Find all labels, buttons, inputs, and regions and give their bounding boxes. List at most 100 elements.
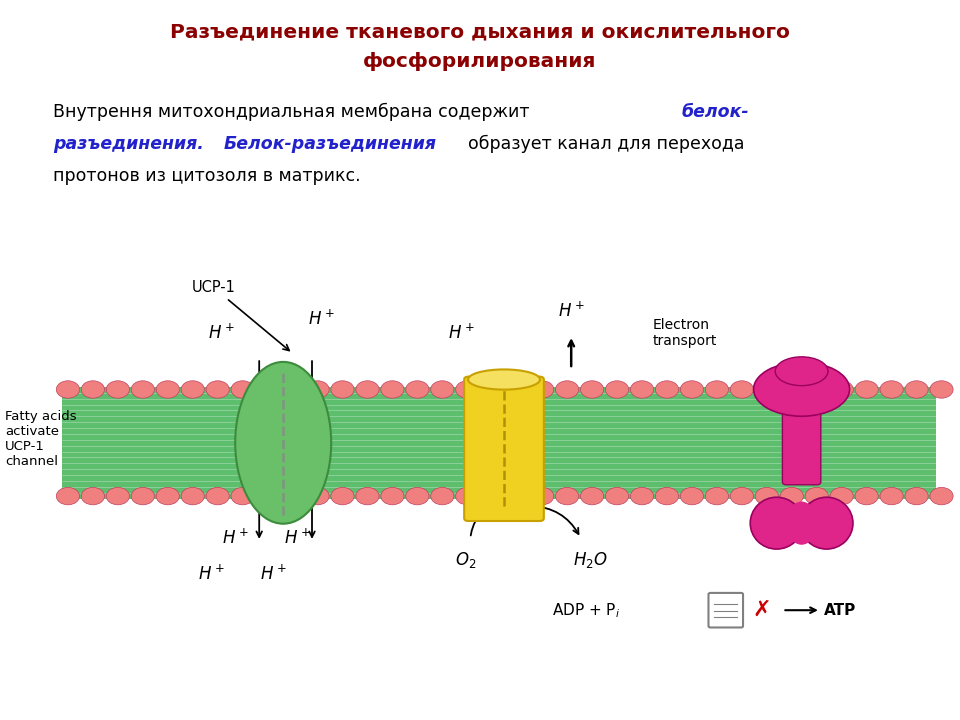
Circle shape	[456, 381, 479, 398]
Circle shape	[132, 487, 155, 505]
Circle shape	[406, 487, 429, 505]
Circle shape	[631, 381, 654, 398]
Circle shape	[830, 381, 853, 398]
Text: белок-: белок-	[682, 102, 749, 120]
Circle shape	[506, 487, 529, 505]
Text: $H^+$: $H^+$	[260, 564, 287, 584]
Text: образует канал для перехода: образует канал для перехода	[468, 135, 744, 153]
Circle shape	[481, 487, 504, 505]
Ellipse shape	[800, 498, 853, 549]
Circle shape	[756, 381, 779, 398]
Circle shape	[706, 381, 729, 398]
Ellipse shape	[754, 362, 850, 416]
Circle shape	[780, 381, 804, 398]
Circle shape	[156, 487, 180, 505]
Circle shape	[481, 381, 504, 398]
Circle shape	[406, 381, 429, 398]
Circle shape	[780, 487, 804, 505]
Text: $H^+$: $H^+$	[284, 528, 311, 548]
Circle shape	[57, 487, 80, 505]
Circle shape	[631, 487, 654, 505]
Circle shape	[805, 381, 828, 398]
Circle shape	[556, 487, 579, 505]
Text: Белок-разъединения: Белок-разъединения	[224, 135, 437, 153]
Circle shape	[181, 487, 204, 505]
Text: UCP-1: UCP-1	[192, 280, 289, 351]
Circle shape	[681, 487, 704, 505]
Circle shape	[556, 381, 579, 398]
Circle shape	[930, 487, 953, 505]
Text: $H^+$: $H^+$	[222, 528, 249, 548]
Text: $H^+$: $H^+$	[198, 564, 225, 584]
Text: $H_2O$: $H_2O$	[573, 550, 608, 570]
Circle shape	[880, 487, 903, 505]
Text: $H^+$: $H^+$	[558, 302, 585, 321]
Circle shape	[107, 381, 130, 398]
Ellipse shape	[786, 502, 817, 545]
Text: протонов из цитозоля в матрикс.: протонов из цитозоля в матрикс.	[53, 167, 360, 185]
Circle shape	[57, 381, 80, 398]
Circle shape	[855, 487, 878, 505]
Circle shape	[381, 487, 404, 505]
Circle shape	[132, 381, 155, 398]
Circle shape	[82, 487, 105, 505]
FancyBboxPatch shape	[708, 593, 743, 627]
Circle shape	[905, 381, 928, 398]
Text: фосфорилирования: фосфорилирования	[363, 52, 597, 71]
Ellipse shape	[235, 362, 331, 523]
Circle shape	[531, 487, 554, 505]
Text: $H^+$: $H^+$	[207, 323, 234, 343]
Text: ✗: ✗	[752, 600, 771, 620]
Text: Electron
transport: Electron transport	[653, 318, 717, 348]
Circle shape	[107, 487, 130, 505]
Circle shape	[706, 487, 729, 505]
Text: Разъединение тканевого дыхания и окислительного: Разъединение тканевого дыхания и окислит…	[170, 23, 790, 42]
Bar	[62, 387, 936, 498]
Circle shape	[830, 487, 853, 505]
Circle shape	[331, 487, 354, 505]
Text: ATP: ATP	[824, 603, 856, 618]
Circle shape	[930, 381, 953, 398]
Ellipse shape	[751, 498, 803, 549]
Circle shape	[256, 487, 279, 505]
Circle shape	[656, 381, 679, 398]
Circle shape	[656, 487, 679, 505]
Circle shape	[431, 487, 454, 505]
Circle shape	[206, 381, 229, 398]
FancyBboxPatch shape	[465, 377, 543, 521]
Circle shape	[281, 381, 304, 398]
Circle shape	[206, 487, 229, 505]
Circle shape	[606, 487, 629, 505]
Circle shape	[756, 487, 779, 505]
Circle shape	[156, 381, 180, 398]
Circle shape	[581, 381, 604, 398]
Text: $H^+$: $H^+$	[447, 323, 474, 343]
Circle shape	[681, 381, 704, 398]
Ellipse shape	[775, 357, 828, 386]
Circle shape	[805, 487, 828, 505]
Circle shape	[506, 381, 529, 398]
Circle shape	[855, 381, 878, 398]
Circle shape	[531, 381, 554, 398]
Text: Fatty acids
activate
UCP-1
channel: Fatty acids activate UCP-1 channel	[5, 410, 77, 468]
Text: Внутрення митохондриальная мембрана содержит: Внутрення митохондриальная мембрана соде…	[53, 102, 529, 121]
Text: $O_2$: $O_2$	[455, 550, 476, 570]
Circle shape	[731, 487, 754, 505]
Circle shape	[381, 381, 404, 398]
Circle shape	[306, 381, 329, 398]
Circle shape	[356, 487, 379, 505]
Circle shape	[281, 487, 304, 505]
Circle shape	[456, 487, 479, 505]
Circle shape	[181, 381, 204, 398]
FancyBboxPatch shape	[782, 406, 821, 485]
Circle shape	[231, 487, 254, 505]
Circle shape	[431, 381, 454, 398]
Bar	[62, 383, 936, 503]
Ellipse shape	[468, 369, 540, 390]
Circle shape	[581, 487, 604, 505]
Circle shape	[82, 381, 105, 398]
Circle shape	[356, 381, 379, 398]
Text: ADP + P$_i$: ADP + P$_i$	[552, 601, 620, 619]
Circle shape	[880, 381, 903, 398]
Circle shape	[231, 381, 254, 398]
